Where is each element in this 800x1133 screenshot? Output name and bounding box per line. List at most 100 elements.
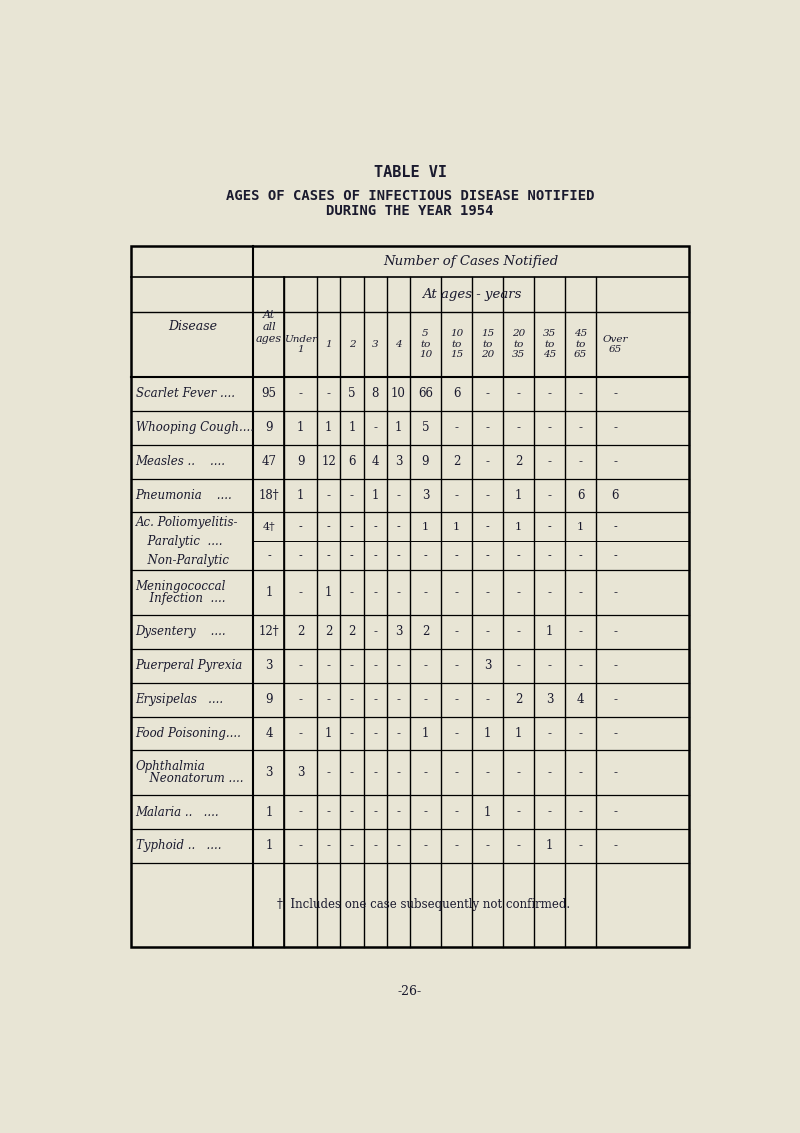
Text: 9: 9: [297, 455, 305, 468]
Text: 3: 3: [422, 489, 430, 502]
Text: 1: 1: [297, 421, 305, 434]
Text: -: -: [517, 659, 521, 672]
Text: 95: 95: [262, 387, 277, 400]
Text: -: -: [614, 693, 618, 706]
Text: -: -: [423, 766, 427, 780]
Bar: [131, 246, 689, 947]
Text: -: -: [547, 727, 551, 740]
Text: 1: 1: [371, 489, 379, 502]
Text: 18†: 18†: [258, 489, 279, 502]
Text: -: -: [350, 766, 354, 780]
Text: TABLE VI: TABLE VI: [374, 165, 446, 180]
Text: 1: 1: [422, 522, 429, 531]
Text: 3: 3: [266, 766, 273, 780]
Text: -: -: [326, 693, 330, 706]
Text: -: -: [350, 659, 354, 672]
Text: -26-: -26-: [398, 985, 422, 998]
Text: -: -: [373, 421, 377, 434]
Text: -: -: [578, 840, 582, 852]
Text: -: -: [517, 551, 520, 561]
Text: 1: 1: [546, 840, 553, 852]
Text: -: -: [578, 586, 582, 599]
Text: -: -: [326, 659, 330, 672]
Text: Paralytic  ....: Paralytic ....: [140, 535, 222, 548]
Text: 1: 1: [515, 522, 522, 531]
Text: Measles ..    ....: Measles .. ....: [136, 455, 226, 468]
Text: -: -: [454, 727, 458, 740]
Text: 2: 2: [297, 625, 305, 638]
Text: -: -: [578, 455, 582, 468]
Text: -: -: [396, 489, 400, 502]
Text: -: -: [299, 551, 302, 561]
Text: 10: 10: [391, 387, 406, 400]
Text: DURING THE YEAR 1954: DURING THE YEAR 1954: [326, 204, 494, 219]
Text: 2: 2: [325, 625, 332, 638]
Text: -: -: [486, 625, 490, 638]
Text: -: -: [614, 455, 618, 468]
Text: Scarlet Fever ....: Scarlet Fever ....: [136, 387, 234, 400]
Text: -: -: [486, 551, 490, 561]
Text: -: -: [454, 806, 458, 818]
Text: -: -: [350, 586, 354, 599]
Text: -: -: [486, 522, 490, 531]
Text: -: -: [423, 659, 427, 672]
Text: 2: 2: [349, 340, 355, 349]
Text: 10
to
15: 10 to 15: [450, 330, 463, 359]
Text: 12: 12: [322, 455, 336, 468]
Text: 1: 1: [297, 489, 305, 502]
Text: -: -: [397, 551, 400, 561]
Text: -: -: [350, 806, 354, 818]
Text: -: -: [548, 522, 551, 531]
Text: 4: 4: [395, 340, 402, 349]
Text: 1: 1: [326, 340, 332, 349]
Text: Infection  ....: Infection ....: [142, 591, 226, 605]
Text: -: -: [423, 586, 427, 599]
Text: -: -: [299, 522, 302, 531]
Text: Typhoid ..   ....: Typhoid .. ....: [136, 840, 221, 852]
Text: 4: 4: [577, 693, 584, 706]
Text: -: -: [517, 625, 521, 638]
Text: -: -: [614, 840, 618, 852]
Text: -: -: [267, 551, 271, 561]
Text: 35
to
45: 35 to 45: [543, 330, 556, 359]
Text: Ophthalmia: Ophthalmia: [136, 760, 206, 774]
Text: 1: 1: [325, 421, 332, 434]
Text: -: -: [614, 659, 618, 672]
Text: -: -: [486, 421, 490, 434]
Text: 6: 6: [612, 489, 619, 502]
Text: Erysipelas   ....: Erysipelas ....: [136, 693, 224, 706]
Text: 45
to
65: 45 to 65: [574, 330, 587, 359]
Text: -: -: [454, 421, 458, 434]
Text: -: -: [326, 551, 330, 561]
Text: -: -: [326, 766, 330, 780]
Text: 9: 9: [266, 421, 273, 434]
Text: 5
to
10: 5 to 10: [419, 330, 432, 359]
Text: -: -: [396, 806, 400, 818]
Text: Under
1: Under 1: [284, 334, 318, 353]
Text: 1: 1: [394, 421, 402, 434]
Text: 1: 1: [325, 586, 332, 599]
Text: -: -: [350, 489, 354, 502]
Text: 3: 3: [394, 455, 402, 468]
Text: -: -: [486, 840, 490, 852]
Text: -: -: [614, 551, 618, 561]
Text: -: -: [326, 387, 330, 400]
Text: -: -: [396, 840, 400, 852]
Text: -: -: [423, 806, 427, 818]
Text: 3: 3: [394, 625, 402, 638]
Text: 2: 2: [453, 455, 460, 468]
Text: Meningococcal: Meningococcal: [136, 580, 226, 594]
Text: 4: 4: [266, 727, 273, 740]
Text: -: -: [396, 766, 400, 780]
Text: At
all
ages: At all ages: [256, 310, 282, 343]
Text: 1: 1: [515, 489, 522, 502]
Text: -: -: [350, 727, 354, 740]
Text: -: -: [326, 522, 330, 531]
Text: Non-Paralytic: Non-Paralytic: [140, 554, 230, 568]
Text: -: -: [486, 693, 490, 706]
Text: -: -: [547, 421, 551, 434]
Text: -: -: [614, 522, 618, 531]
Text: -: -: [547, 586, 551, 599]
Text: 47: 47: [262, 455, 277, 468]
Text: -: -: [350, 840, 354, 852]
